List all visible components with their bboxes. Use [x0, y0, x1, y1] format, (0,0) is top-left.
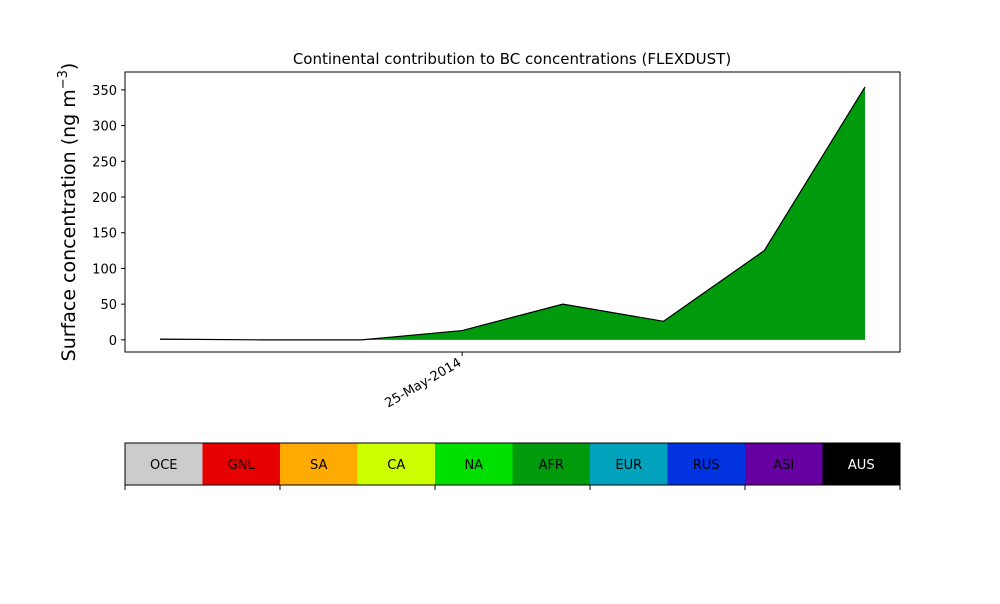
- legend-frame: [124, 442, 901, 486]
- legend-label-na: NA: [464, 458, 483, 473]
- y-tick-label-100: 100: [92, 262, 117, 277]
- legend-swatch-na: [435, 443, 513, 485]
- y-axis-label: Surface concentration (ng m−3): [56, 63, 80, 362]
- y-axis-label-main: Surface concentration (ng m: [58, 89, 80, 361]
- legend-swatch-rus: [667, 443, 745, 485]
- y-tick-label-200: 200: [92, 191, 117, 206]
- legend-label-ca: CA: [387, 458, 405, 473]
- legend-swatch-afr: [512, 443, 590, 485]
- chart-title: Continental contribution to BC concentra…: [293, 50, 731, 68]
- y-axis-label-superscript: −3: [56, 70, 71, 89]
- legend-label-asi: ASI: [773, 458, 794, 473]
- y-tick-label-0: 0: [109, 334, 117, 349]
- legend-label-eur: EUR: [615, 458, 642, 473]
- legend-label-gnl: GNL: [228, 458, 256, 473]
- total-outline-line: [159, 86, 866, 341]
- legend-swatch-eur: [590, 443, 668, 485]
- legend-bar: OCE GNL SA CA NA AFR EUR RUS ASI AUS: [124, 442, 901, 490]
- legend-swatch-sa: [280, 443, 358, 485]
- legend-swatch-ca: [357, 443, 435, 485]
- y-tick-label-150: 150: [92, 227, 117, 242]
- y-tick-label-300: 300: [92, 120, 117, 135]
- legend-label-aus: AUS: [848, 458, 875, 473]
- y-axis-label-close: ): [58, 63, 80, 70]
- plot-area: 0 50 100 150 200 250 300 350 25-May-2014: [92, 71, 901, 411]
- y-tick-label-350: 350: [92, 84, 117, 99]
- area-afr: [160, 87, 865, 340]
- plot-frame: [124, 71, 901, 353]
- y-tick-label-250: 250: [92, 155, 117, 170]
- legend-swatch-asi: [745, 443, 823, 485]
- legend-swatch-aus: [822, 443, 900, 485]
- legend-label-sa: SA: [310, 458, 327, 473]
- legend-label-oce: OCE: [150, 458, 178, 473]
- legend-label-rus: RUS: [693, 458, 720, 473]
- y-tick-label-50: 50: [100, 298, 117, 313]
- legend-swatch-gnl: [202, 443, 280, 485]
- legend-swatch-oce: [125, 443, 203, 485]
- x-tick-label: 25-May-2014: [382, 355, 464, 411]
- legend-label-afr: AFR: [539, 458, 564, 473]
